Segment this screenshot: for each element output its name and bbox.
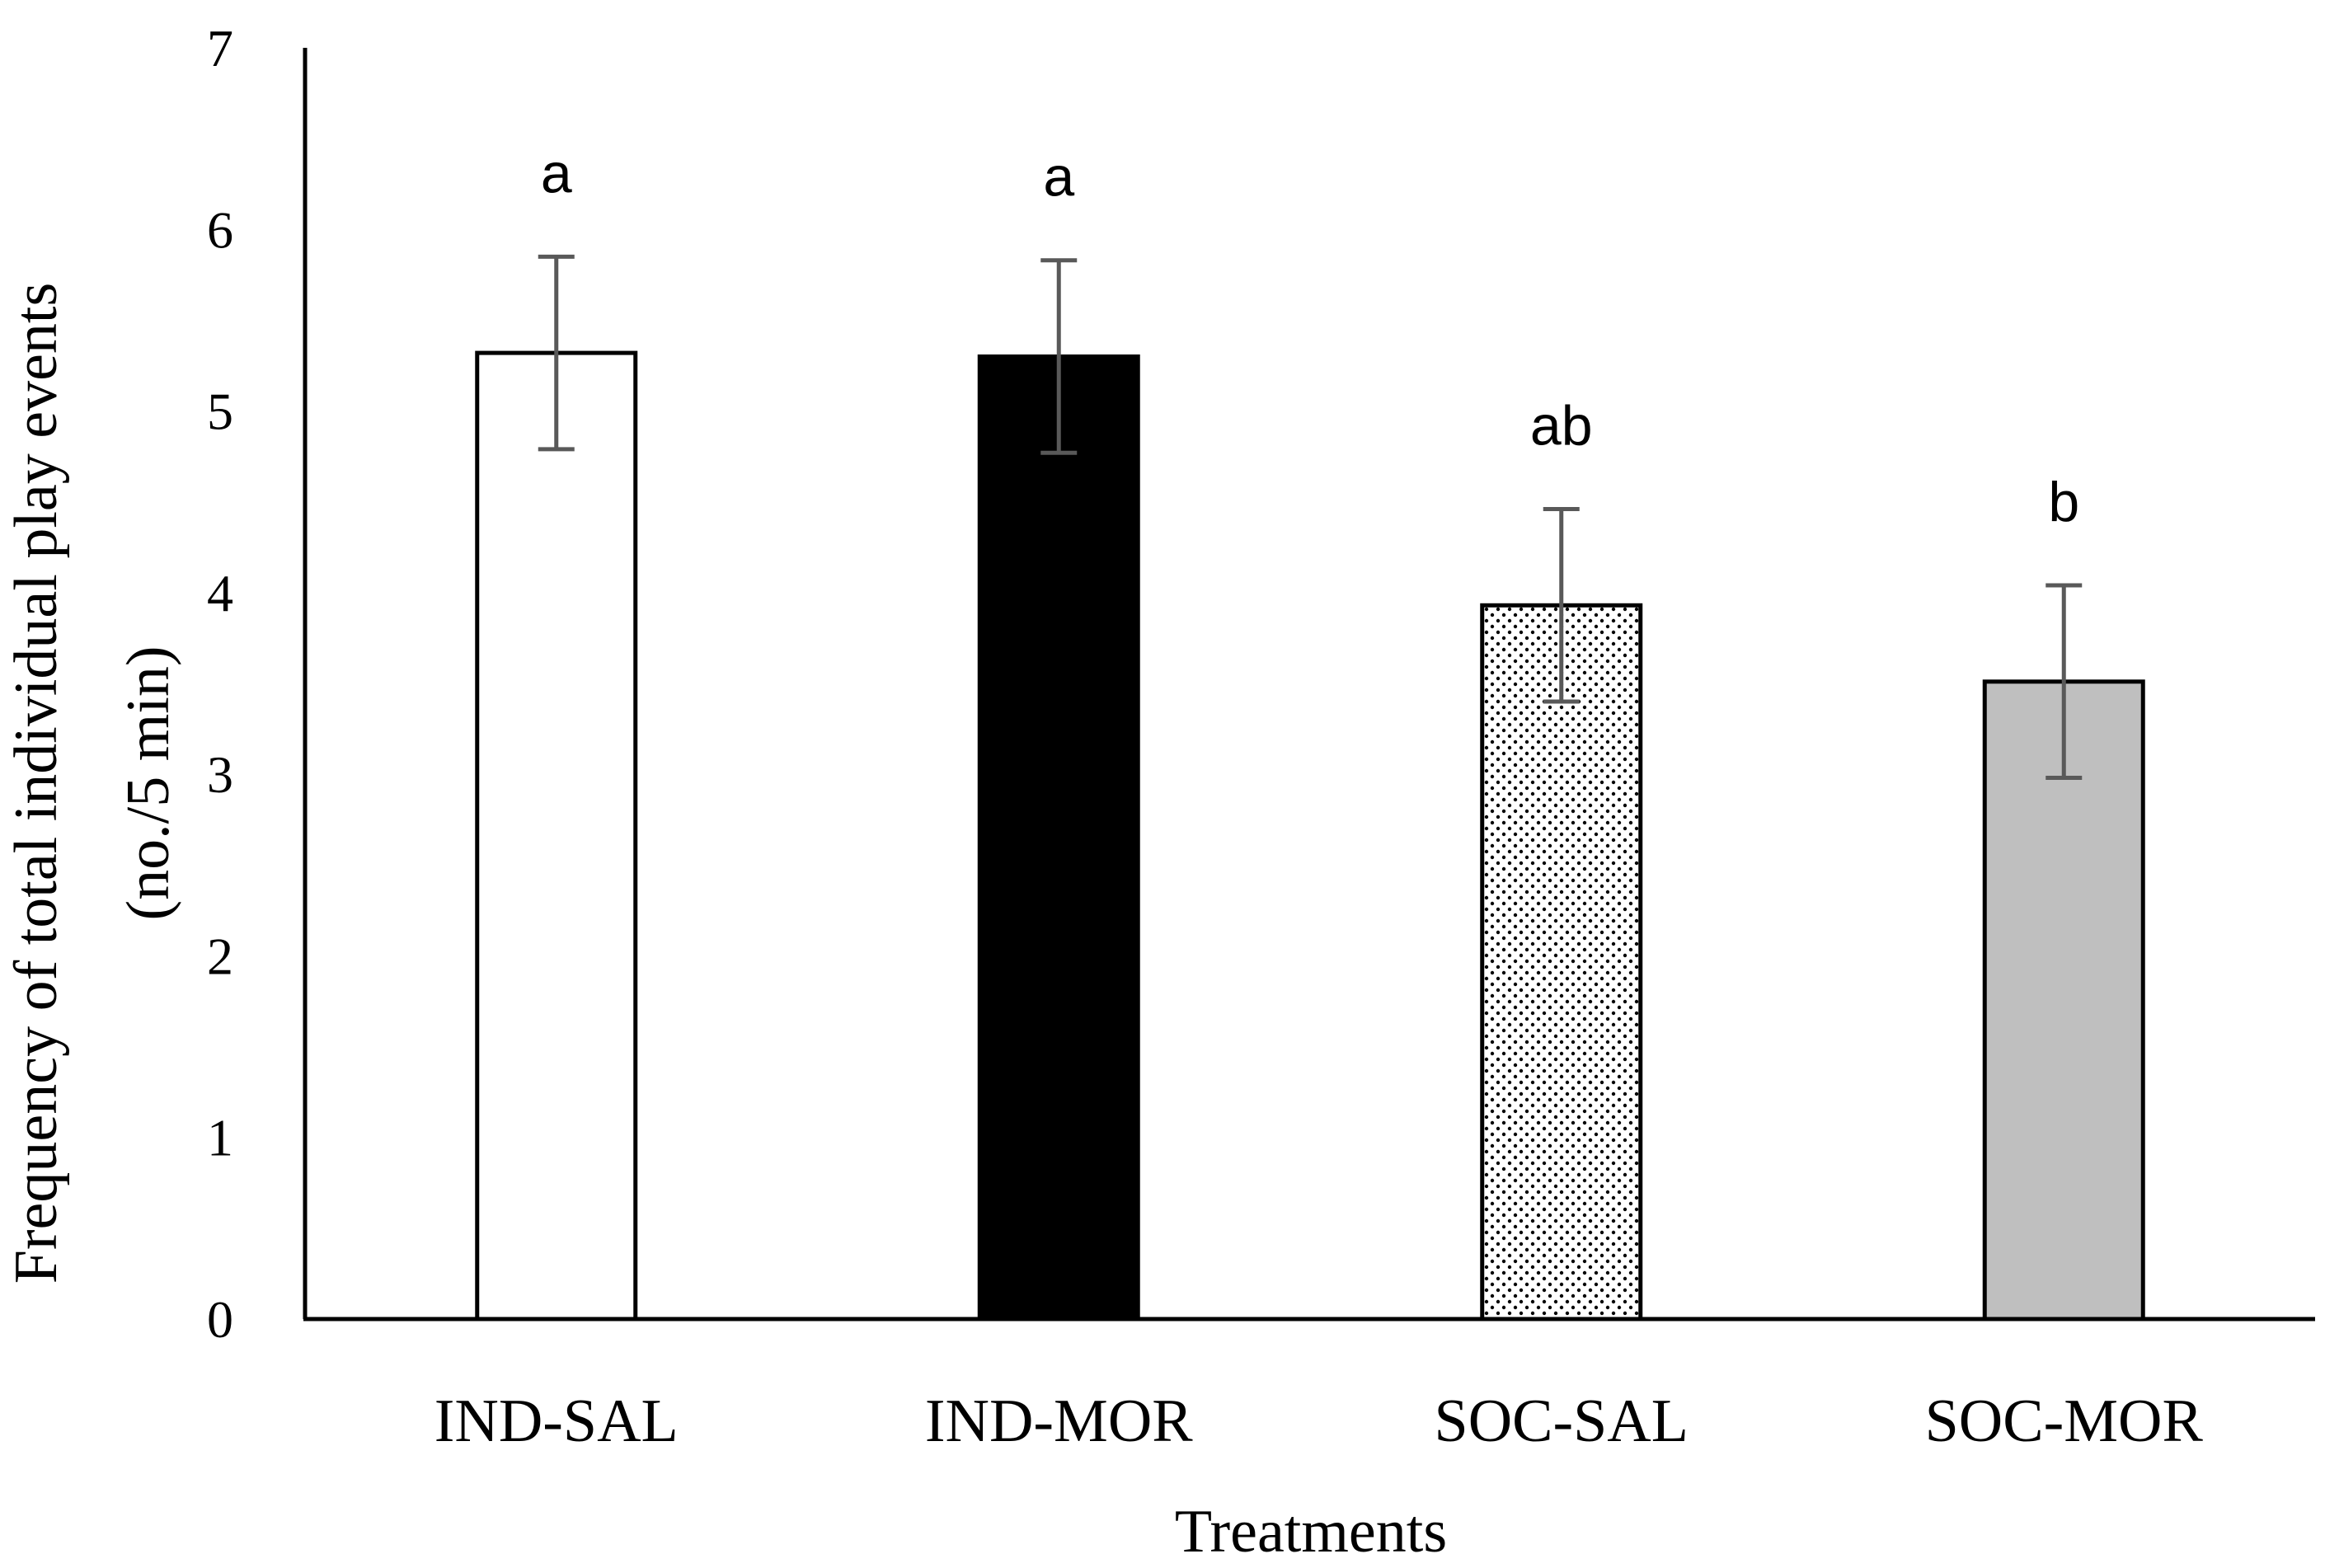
significance-labels-group: a a ab b bbox=[541, 142, 2079, 533]
bar-soc-mor bbox=[1982, 679, 2145, 1322]
error-bars-group bbox=[538, 254, 2083, 781]
y-tick-label-3: 3 bbox=[207, 745, 233, 804]
significance-label-soc-mor: b bbox=[2048, 471, 2079, 533]
significance-label-ind-mor: a bbox=[1043, 146, 1074, 209]
y-axis-title: Frequency of total individual play event… bbox=[2, 283, 182, 1284]
y-tick-label-6: 6 bbox=[207, 200, 233, 259]
y-axis-title-line1: Frequency of total individual play event… bbox=[2, 283, 70, 1284]
y-axis-tick-labels: 0 1 2 3 4 5 6 7 bbox=[207, 19, 233, 1349]
category-label-ind-sal: IND-SAL bbox=[434, 1387, 679, 1455]
x-axis-title: Treatments bbox=[1175, 1498, 1447, 1566]
y-tick-label-4: 4 bbox=[207, 564, 233, 622]
category-label-soc-sal: SOC-SAL bbox=[1435, 1387, 1689, 1455]
bars-group bbox=[475, 350, 2145, 1322]
y-tick-label-0: 0 bbox=[207, 1290, 233, 1349]
category-label-ind-mor: IND-MOR bbox=[925, 1387, 1193, 1455]
bar-soc-sal bbox=[1480, 603, 1643, 1322]
category-label-soc-mor: SOC-MOR bbox=[1925, 1387, 2204, 1455]
significance-label-soc-sal: ab bbox=[1530, 395, 1593, 458]
y-tick-label-2: 2 bbox=[207, 927, 233, 985]
y-tick-label-5: 5 bbox=[207, 383, 233, 441]
y-axis-title-line2: (no./5 min) bbox=[115, 646, 182, 921]
significance-label-ind-sal: a bbox=[541, 142, 572, 204]
y-tick-label-7: 7 bbox=[207, 19, 233, 77]
y-tick-label-1: 1 bbox=[207, 1109, 233, 1167]
bar-ind-mor bbox=[977, 354, 1140, 1322]
x-axis-category-labels: IND-SAL IND-MOR SOC-SAL SOC-MOR bbox=[434, 1387, 2204, 1455]
bar-ind-sal bbox=[475, 350, 638, 1322]
